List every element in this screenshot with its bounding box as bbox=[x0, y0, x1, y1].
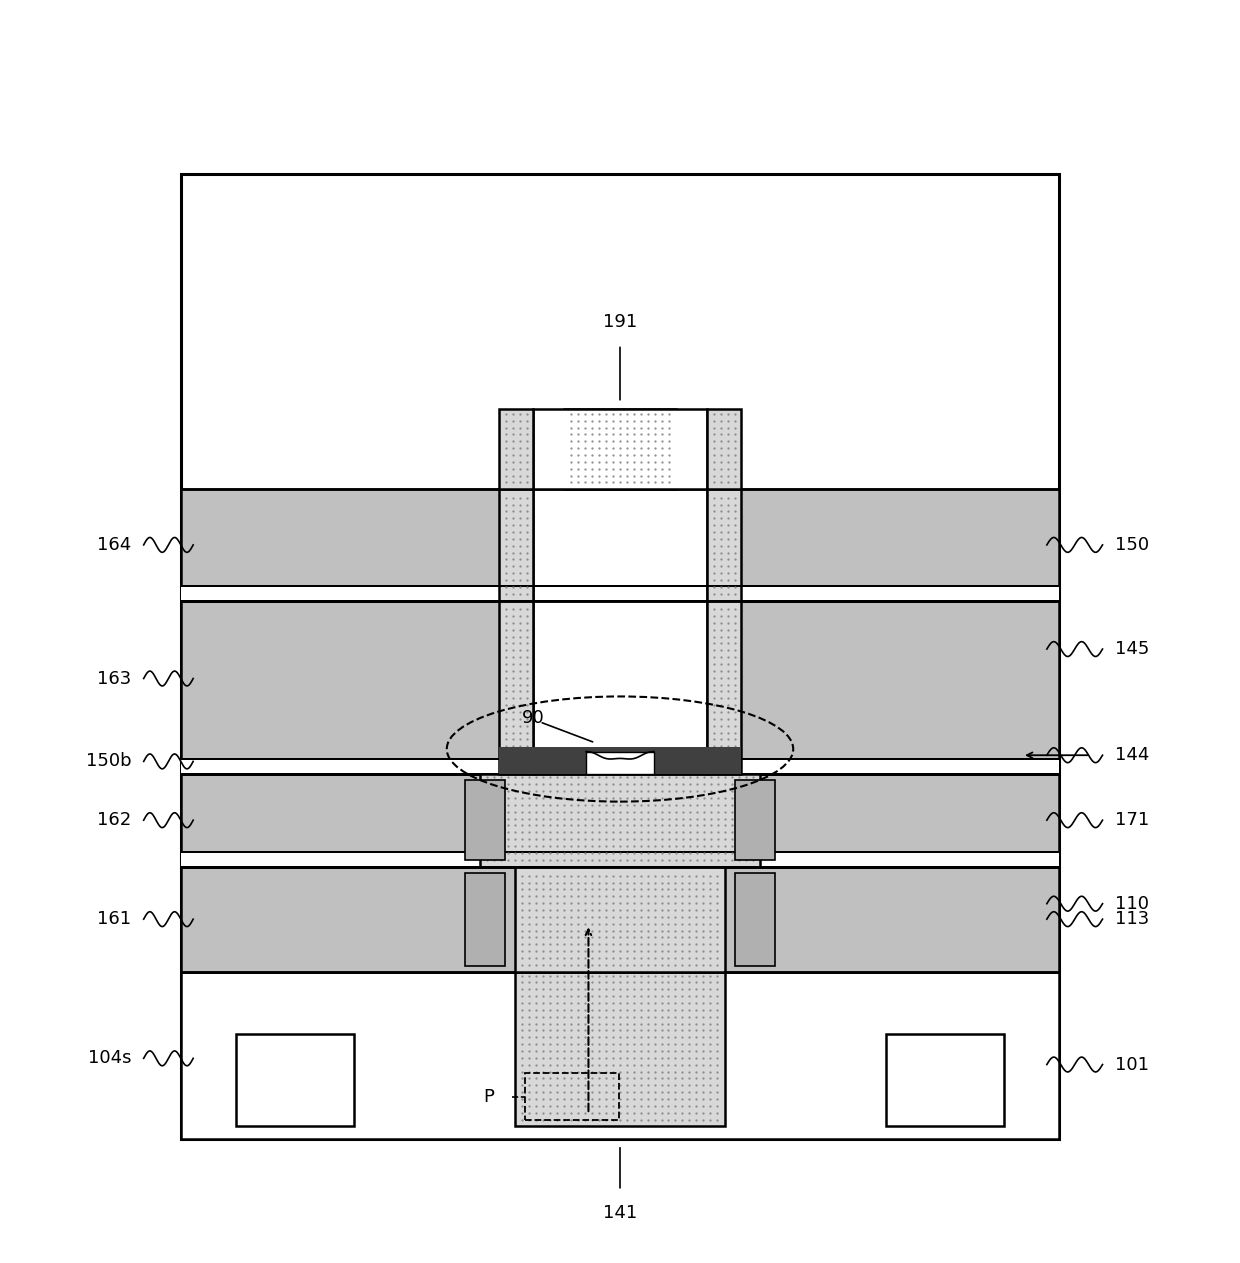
Text: 110: 110 bbox=[1115, 894, 1149, 913]
Bar bbox=[515, 971, 725, 1127]
Bar bbox=[735, 781, 775, 860]
Bar bbox=[533, 489, 707, 601]
Text: 150b: 150b bbox=[86, 753, 131, 770]
Bar bbox=[465, 781, 505, 860]
Bar bbox=[525, 1074, 620, 1120]
Bar bbox=[564, 409, 676, 489]
Bar bbox=[533, 601, 707, 774]
Text: 161: 161 bbox=[97, 911, 131, 928]
Text: 163: 163 bbox=[97, 669, 131, 687]
Bar bbox=[498, 409, 533, 489]
Text: 145: 145 bbox=[1115, 640, 1149, 658]
Bar bbox=[498, 489, 533, 601]
Bar bbox=[237, 1033, 353, 1127]
Bar bbox=[480, 774, 760, 866]
Text: 141: 141 bbox=[603, 1204, 637, 1223]
Text: 191: 191 bbox=[603, 313, 637, 331]
Bar bbox=[587, 751, 653, 774]
Bar bbox=[181, 774, 1059, 866]
Bar bbox=[465, 873, 505, 965]
Text: 113: 113 bbox=[1115, 911, 1149, 928]
Bar bbox=[533, 409, 707, 489]
Bar bbox=[181, 971, 1059, 1139]
Bar bbox=[181, 601, 1059, 774]
Text: 150: 150 bbox=[1115, 536, 1149, 554]
Bar bbox=[887, 1033, 1003, 1127]
Text: 164: 164 bbox=[97, 536, 131, 554]
Bar bbox=[735, 873, 775, 965]
Text: 101: 101 bbox=[1115, 1056, 1149, 1074]
Bar bbox=[707, 601, 742, 774]
Bar bbox=[498, 601, 533, 774]
Text: 90: 90 bbox=[522, 709, 544, 727]
Bar bbox=[707, 489, 742, 601]
Bar bbox=[181, 851, 1059, 866]
Bar bbox=[181, 866, 1059, 971]
Bar bbox=[181, 851, 1059, 866]
Text: 104s: 104s bbox=[88, 1050, 131, 1067]
Text: 162: 162 bbox=[97, 811, 131, 830]
Bar bbox=[181, 174, 1059, 1139]
Text: P: P bbox=[482, 1087, 494, 1105]
Text: 144: 144 bbox=[1115, 746, 1149, 764]
Bar bbox=[515, 866, 725, 971]
Bar bbox=[181, 586, 1059, 601]
Bar bbox=[707, 409, 742, 489]
Bar bbox=[181, 759, 1059, 774]
Text: 171: 171 bbox=[1115, 811, 1149, 830]
Bar bbox=[181, 489, 1059, 601]
Bar bbox=[498, 746, 742, 774]
